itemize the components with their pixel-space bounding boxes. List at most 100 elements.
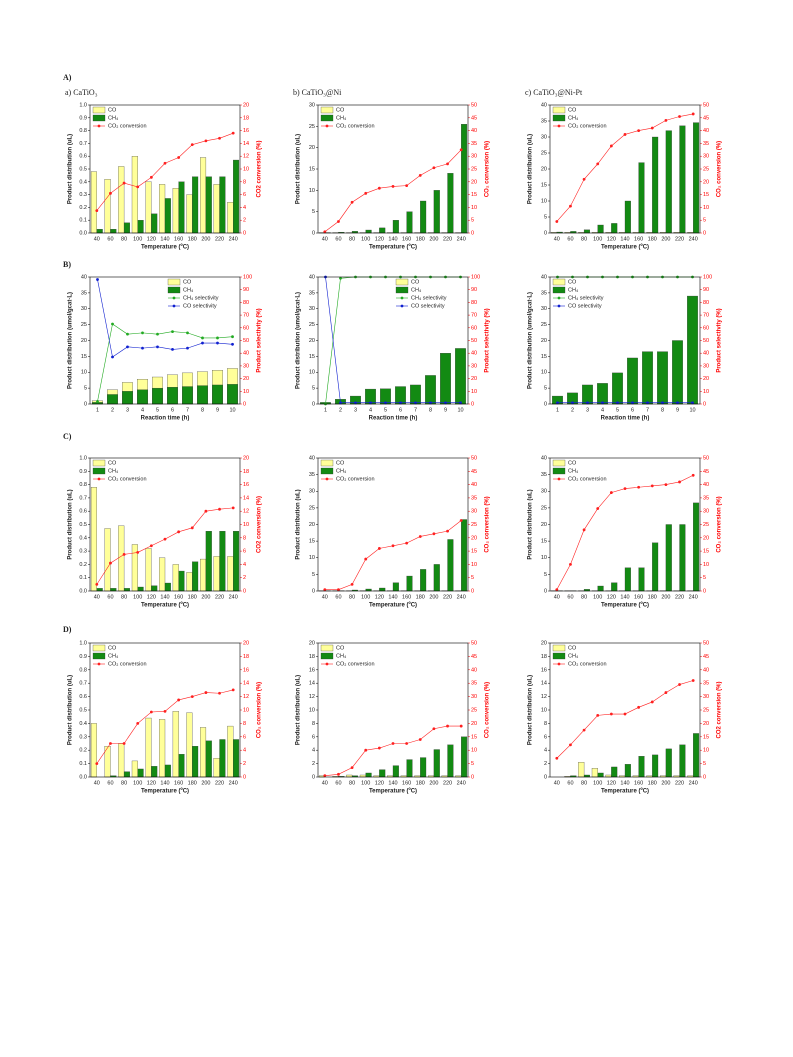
marker xyxy=(231,342,234,346)
bar xyxy=(182,386,193,405)
marker xyxy=(337,772,340,776)
bar xyxy=(219,531,226,592)
y-tick-label: 20 xyxy=(541,522,547,528)
y2-tick-label: 40 xyxy=(471,128,477,134)
x-tick-label: 40 xyxy=(554,236,560,242)
marker xyxy=(95,209,99,213)
y-tick-label: 25 xyxy=(309,322,315,328)
y2-tick-label: 5 xyxy=(703,218,706,224)
marker xyxy=(204,509,208,513)
marker xyxy=(204,691,208,694)
marker xyxy=(354,401,357,405)
y-tick-label: 35 xyxy=(541,118,547,124)
bar xyxy=(455,348,466,405)
marker xyxy=(350,766,354,770)
x-tick-label: 100 xyxy=(593,780,602,786)
y2-tick-label: 45 xyxy=(471,469,477,475)
chart: c) CaTiO₃@Ni-Pt 0 5 10 15 20 25 30 35 40 0 5 10 15 20 2… xyxy=(525,88,723,251)
marker xyxy=(661,401,664,405)
y2-tick-label: 40 xyxy=(703,667,709,673)
marker xyxy=(323,774,327,778)
legend-swatch xyxy=(92,459,106,467)
line xyxy=(97,323,233,402)
y-tick-label: 0.6 xyxy=(79,509,87,515)
x-tick-label: 200 xyxy=(429,780,438,786)
bar xyxy=(219,176,226,234)
bar xyxy=(172,564,179,592)
legend-marker xyxy=(557,124,561,128)
y2-tick-label: 5 xyxy=(703,575,706,581)
marker xyxy=(582,728,586,732)
y-tick-label: 16 xyxy=(309,667,315,673)
y2-tick-label: 35 xyxy=(703,141,709,147)
marker xyxy=(186,331,189,335)
bar xyxy=(205,176,212,234)
y2-tick-label: 14 xyxy=(243,141,249,147)
marker xyxy=(141,331,144,335)
y2-tick-label: 20 xyxy=(243,376,249,382)
chart-title: c) CaTiO₃@Ni-Pt xyxy=(525,88,583,97)
x-axis-label: Reaction time (h) xyxy=(369,416,418,422)
bar xyxy=(425,375,436,405)
legend-marker xyxy=(172,304,176,308)
x-axis-label: Temperature (ºC) xyxy=(369,789,417,795)
marker xyxy=(609,144,613,148)
y-tick-label: 25 xyxy=(309,124,315,130)
y-tick-label: 12 xyxy=(541,694,547,700)
bar xyxy=(227,725,234,778)
x-tick-label: 200 xyxy=(429,236,438,242)
y-tick-label: 1.0 xyxy=(79,640,87,646)
legend-label: CO₂ conversion xyxy=(336,476,375,482)
y2-axis-label: CO₂ conversion (%) xyxy=(485,682,491,738)
y2-tick-label: 20 xyxy=(471,535,477,541)
y2-tick-label: 8 xyxy=(243,179,246,185)
bar xyxy=(200,727,207,778)
legend-marker xyxy=(97,477,101,481)
marker xyxy=(369,401,372,405)
marker xyxy=(384,401,387,405)
x-tick-label: 120 xyxy=(147,780,156,786)
y-tick-label: 5 xyxy=(84,386,87,392)
bar xyxy=(90,723,97,778)
marker xyxy=(637,485,641,489)
x-tick-label: 180 xyxy=(648,236,657,242)
x-tick-label: 120 xyxy=(607,236,616,242)
y2-tick-label: 50 xyxy=(243,338,249,344)
plot-frame xyxy=(89,642,241,778)
y-tick-label: 5 xyxy=(544,386,547,392)
y-tick-label: 40 xyxy=(309,274,315,280)
bar xyxy=(151,585,158,592)
y2-tick-label: 100 xyxy=(243,274,252,280)
marker xyxy=(601,401,604,405)
marker xyxy=(122,553,126,556)
y-tick-label: 12 xyxy=(309,694,315,700)
marker xyxy=(405,541,409,545)
legend-swatch xyxy=(552,652,566,660)
marker xyxy=(646,401,649,405)
y2-tick-label: 40 xyxy=(703,128,709,134)
x-tick-label: 100 xyxy=(361,780,370,786)
legend-label: CH₄ xyxy=(568,653,579,659)
y2-tick-label: 12 xyxy=(243,154,249,160)
marker xyxy=(418,535,422,538)
x-tick-label: 100 xyxy=(361,236,370,242)
marker xyxy=(190,143,194,147)
x-axis-label: Temperature (ºC) xyxy=(601,603,649,609)
x-tick-label: 200 xyxy=(201,780,210,786)
bar xyxy=(192,176,199,234)
marker xyxy=(156,332,159,336)
y-axis-label: Product distribution (umol/gcat·L) xyxy=(68,292,74,389)
marker xyxy=(177,156,181,159)
bar xyxy=(611,766,618,778)
y-tick-label: 16 xyxy=(541,667,547,673)
bar xyxy=(582,384,593,405)
bar xyxy=(192,561,199,592)
y2-tick-label: 18 xyxy=(243,469,249,475)
y2-tick-label: 60 xyxy=(471,325,477,331)
y2-tick-label: 5 xyxy=(703,761,706,767)
y2-tick-label: 35 xyxy=(703,681,709,687)
bar xyxy=(605,774,612,778)
